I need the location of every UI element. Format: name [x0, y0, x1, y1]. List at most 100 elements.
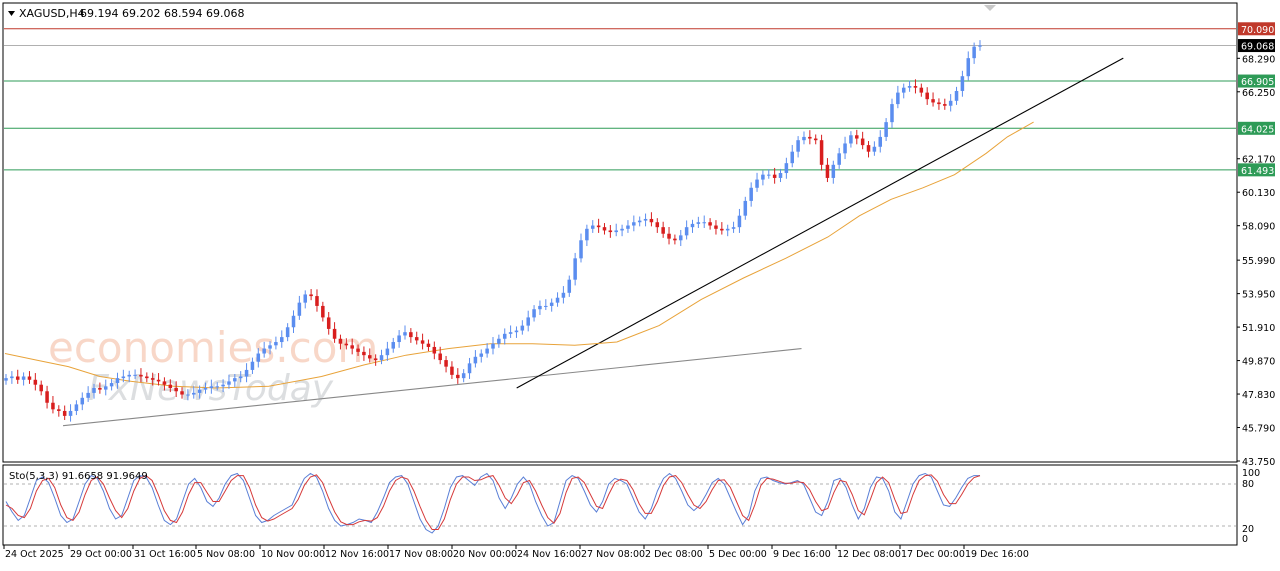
candle[interactable] [643, 213, 648, 227]
candle[interactable] [673, 234, 677, 245]
candle[interactable] [268, 341, 272, 355]
candle[interactable] [221, 379, 225, 393]
candle[interactable] [51, 396, 55, 414]
candle[interactable] [414, 331, 419, 345]
candle[interactable] [297, 295, 302, 320]
candle[interactable] [244, 363, 249, 383]
candle[interactable] [109, 378, 114, 391]
candle[interactable] [62, 405, 67, 420]
candle[interactable] [10, 371, 14, 384]
candle[interactable] [139, 368, 143, 383]
candle[interactable] [637, 216, 642, 227]
candle[interactable] [573, 252, 577, 286]
candle[interactable] [778, 168, 783, 183]
candle[interactable] [227, 374, 231, 389]
candle[interactable] [690, 219, 695, 233]
candle[interactable] [168, 379, 173, 393]
candle[interactable] [632, 215, 636, 232]
candle[interactable] [57, 405, 61, 417]
candle[interactable] [450, 361, 454, 379]
candle[interactable] [39, 380, 43, 396]
candle[interactable] [761, 170, 765, 186]
candle[interactable] [960, 70, 965, 97]
candle[interactable] [103, 379, 108, 396]
candle[interactable] [203, 382, 208, 394]
candle[interactable] [321, 301, 325, 322]
candle[interactable] [602, 223, 607, 235]
candle[interactable] [702, 215, 706, 228]
candle[interactable] [338, 334, 343, 350]
candle[interactable] [790, 144, 795, 168]
candle[interactable] [532, 305, 536, 322]
candle[interactable] [943, 98, 947, 110]
candle[interactable] [855, 129, 859, 145]
candle[interactable] [467, 357, 472, 379]
candle[interactable] [860, 131, 865, 150]
candle[interactable] [872, 141, 877, 156]
candle[interactable] [98, 382, 102, 394]
candle[interactable] [186, 389, 190, 401]
candle[interactable] [479, 349, 484, 363]
candle[interactable] [174, 381, 178, 398]
candle[interactable] [725, 224, 730, 237]
candle[interactable] [4, 374, 8, 385]
candle[interactable] [145, 372, 149, 383]
candle[interactable] [720, 222, 724, 235]
candle[interactable] [849, 131, 853, 148]
candle[interactable] [121, 369, 126, 383]
trendline[interactable] [516, 57, 1124, 389]
candle[interactable] [825, 158, 830, 183]
candle[interactable] [115, 372, 120, 389]
candle[interactable] [86, 386, 90, 402]
candle[interactable] [21, 372, 26, 386]
candle[interactable] [156, 373, 161, 386]
candle[interactable] [150, 372, 155, 386]
scroll-marker-icon[interactable] [984, 5, 996, 11]
candle[interactable] [514, 326, 519, 338]
candle[interactable] [767, 169, 771, 179]
candle[interactable] [538, 300, 542, 315]
candle[interactable] [901, 83, 906, 99]
candle[interactable] [696, 216, 701, 228]
candle[interactable] [238, 371, 243, 383]
candle[interactable] [678, 229, 683, 247]
candle[interactable] [385, 341, 390, 361]
candle[interactable] [626, 220, 630, 233]
candle[interactable] [731, 221, 736, 233]
candle[interactable] [326, 312, 331, 335]
candle[interactable] [456, 368, 460, 384]
candle[interactable] [813, 134, 818, 145]
candle[interactable] [250, 357, 255, 375]
candle[interactable] [549, 298, 554, 312]
candle[interactable] [274, 336, 278, 350]
candle[interactable] [796, 136, 800, 158]
candle[interactable] [978, 40, 982, 51]
candle[interactable] [972, 42, 976, 64]
candle[interactable] [614, 223, 618, 237]
candle[interactable] [473, 350, 478, 368]
candle[interactable] [919, 83, 924, 97]
candle[interactable] [579, 233, 583, 263]
candle[interactable] [526, 310, 530, 332]
candle[interactable] [555, 292, 560, 307]
candle[interactable] [68, 404, 73, 422]
candle[interactable] [27, 371, 32, 384]
candle[interactable] [280, 330, 284, 348]
candle[interactable] [890, 98, 894, 128]
candle[interactable] [409, 328, 413, 343]
candle[interactable] [567, 275, 572, 297]
candle[interactable] [608, 225, 613, 238]
candle[interactable] [80, 392, 85, 411]
candle[interactable] [379, 349, 384, 365]
candle[interactable] [802, 131, 806, 145]
candle[interactable] [45, 385, 49, 409]
candle[interactable] [907, 80, 912, 92]
candle[interactable] [925, 87, 929, 105]
candle[interactable] [397, 330, 401, 348]
candle[interactable] [737, 208, 742, 233]
candle[interactable] [655, 218, 660, 233]
symbol-dropdown-icon[interactable] [8, 11, 15, 16]
candle[interactable] [561, 286, 566, 304]
candle[interactable] [808, 130, 812, 145]
candle[interactable] [896, 85, 900, 109]
